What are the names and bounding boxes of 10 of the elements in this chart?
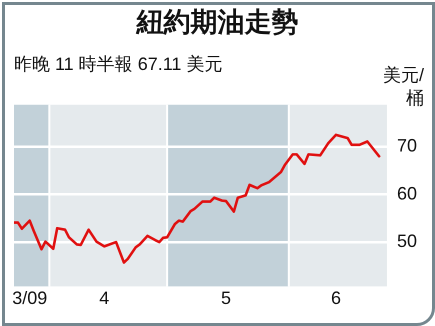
- x-tick-label: 4: [99, 288, 110, 308]
- x-tick-label: 3/09: [12, 288, 48, 308]
- chart-subtitle: 昨晚 11 時半報 67.11 美元: [14, 53, 222, 76]
- x-tick-label: 6: [330, 288, 341, 308]
- y-tick-label: 70: [396, 136, 418, 156]
- chart-title: 紐約期油走勢: [134, 6, 300, 39]
- y-tick-label: 50: [396, 231, 418, 252]
- x-tick-label: 5: [221, 288, 232, 308]
- y-tick-label: 60: [396, 183, 418, 204]
- y-axis-title: 美元/桶: [382, 64, 424, 110]
